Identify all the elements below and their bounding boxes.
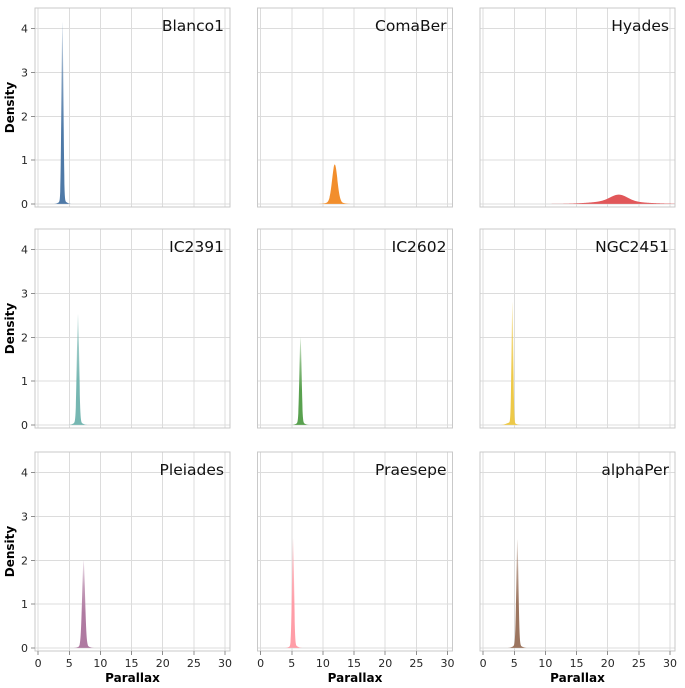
- subplot-title: NGC2451: [595, 238, 669, 256]
- y-tick-label: 4: [21, 23, 28, 36]
- x-tick-label: 30: [218, 657, 232, 670]
- x-tick-label: 30: [441, 657, 455, 670]
- y-tick-label: 1: [21, 598, 28, 611]
- subplot-title: ComaBer: [375, 17, 447, 35]
- y-tick-label: 0: [21, 198, 28, 211]
- subplot-title: Blanco1: [162, 17, 224, 35]
- x-tick-label: 10: [93, 657, 107, 670]
- plot-frame: [34, 7, 231, 208]
- x-tick-label: 10: [538, 657, 552, 670]
- x-tick-label: 30: [663, 657, 677, 670]
- y-tick-label: 0: [21, 419, 28, 432]
- y-axis-label: Density: [3, 526, 17, 578]
- subplot-title: IC2391: [169, 238, 224, 256]
- plot-frame: [257, 7, 453, 208]
- y-axis-label: Density: [3, 303, 17, 355]
- x-tick-label: 25: [187, 657, 201, 670]
- kde-area-Blanco1: [35, 22, 230, 204]
- y-tick-label: 3: [21, 510, 28, 523]
- y-tick-label: 4: [21, 244, 28, 257]
- y-tick-label: 3: [21, 66, 28, 79]
- x-tick-label: 10: [316, 657, 330, 670]
- kde-area-Praesepe: [257, 538, 453, 648]
- kde-area-Hyades: [480, 194, 675, 204]
- plot-frame: [34, 228, 231, 429]
- subplot-title: alphaPer: [601, 461, 669, 479]
- y-tick-label: 0: [21, 642, 28, 655]
- x-tick-label: 5: [66, 657, 73, 670]
- y-tick-label: 2: [21, 554, 28, 567]
- subplot-alphaPer: alphaPer 0 5 10 15 20 25 30 Parallax: [479, 451, 677, 685]
- plot-frame: [257, 451, 453, 652]
- x-tick-label: 15: [347, 657, 361, 670]
- subplot-title: IC2602: [392, 238, 447, 256]
- kde-area-ComaBer: [257, 164, 453, 204]
- plot-frame: [34, 451, 231, 652]
- subplot-ComaBer: ComaBer: [257, 7, 453, 208]
- y-axis-label: Density: [3, 82, 17, 134]
- x-tick-label: 15: [125, 657, 139, 670]
- x-axis-label: Parallax: [550, 671, 605, 685]
- subplot-Praesepe: Praesepe 0 5 10 15 20 25 30 Parallax: [257, 451, 455, 685]
- y-tick-label: 1: [21, 154, 28, 167]
- x-tick-label: 20: [156, 657, 170, 670]
- x-axis-label: Parallax: [328, 671, 383, 685]
- x-tick-label: 20: [378, 657, 392, 670]
- x-tick-label: 25: [409, 657, 423, 670]
- subplot-Hyades: Hyades: [479, 7, 676, 208]
- kde-area-alphaPer: [480, 539, 675, 648]
- y-tick-label: 2: [21, 331, 28, 344]
- subplot-Blanco1: Blanco1 0 1 2 3 4 Density: [3, 7, 231, 211]
- y-tick-label: 2: [21, 110, 28, 123]
- plot-frame: [479, 228, 676, 429]
- kde-area-NGC2451: [480, 301, 675, 425]
- y-tick-label: 3: [21, 287, 28, 300]
- x-tick-label: 5: [511, 657, 518, 670]
- subplot-title: Hyades: [611, 17, 669, 35]
- y-tick-label: 1: [21, 375, 28, 388]
- plot-frame: [479, 7, 676, 208]
- subplot-title: Praesepe: [375, 461, 446, 479]
- x-tick-label: 5: [288, 657, 295, 670]
- kde-area-IC2391: [35, 314, 230, 425]
- x-tick-label: 0: [257, 657, 264, 670]
- x-tick-label: 20: [601, 657, 615, 670]
- x-tick-label: 0: [480, 657, 487, 670]
- kde-area-Pleiades: [35, 560, 230, 648]
- subplot-IC2391: IC2391 0 1 2 3 4 Density: [3, 228, 231, 432]
- x-tick-label: 15: [570, 657, 584, 670]
- subplot-NGC2451: NGC2451: [479, 228, 676, 429]
- x-axis-label: Parallax: [105, 671, 160, 685]
- plot-frame: [479, 451, 676, 652]
- plot-frame: [257, 228, 453, 429]
- subplot-IC2602: IC2602: [257, 228, 453, 429]
- subplot-Pleiades: Pleiades 0 1 2 3 4 Density 0 5 10 15 20 25 30 Parallax: [3, 451, 232, 685]
- subplot-title: Pleiades: [160, 461, 224, 479]
- x-tick-label: 0: [35, 657, 42, 670]
- y-tick-label: 4: [21, 467, 28, 480]
- x-tick-label: 25: [632, 657, 646, 670]
